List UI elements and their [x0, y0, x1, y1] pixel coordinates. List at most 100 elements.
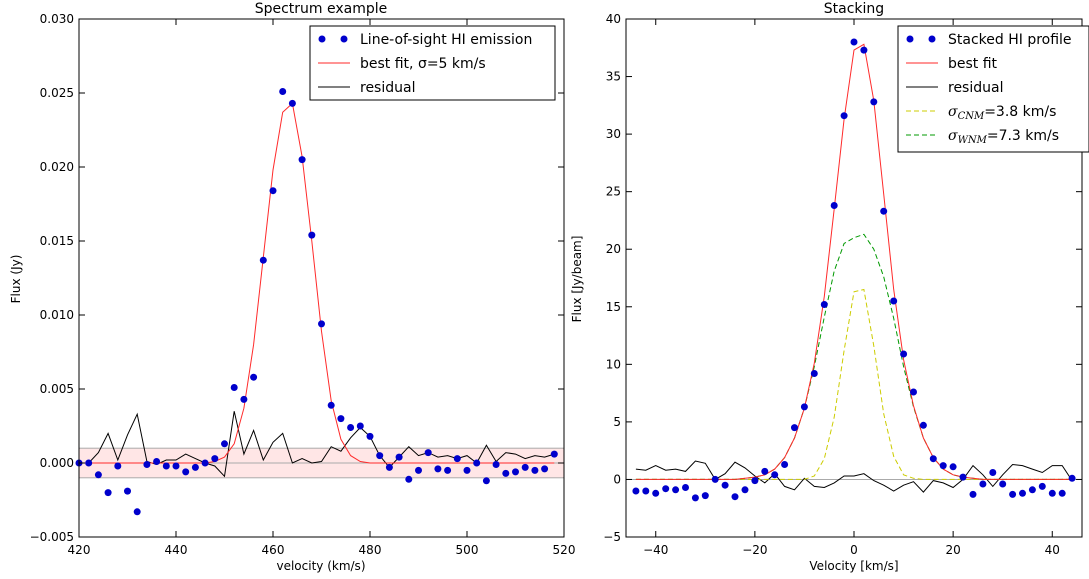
right-data-point	[662, 485, 670, 493]
left-data-point	[492, 461, 500, 468]
right-data-point	[652, 489, 660, 497]
right-data-point	[969, 490, 977, 498]
left-data-point	[269, 187, 277, 195]
right-data-point	[830, 202, 838, 209]
left-legend-marker	[340, 35, 348, 43]
left-y-tick-label: 0.010	[40, 308, 74, 322]
right-series-cnm-line	[635, 288, 1073, 480]
left-data-point	[337, 415, 345, 423]
left-data-point	[250, 373, 258, 381]
right-x-tick-label: 20	[945, 543, 960, 557]
left-data-point	[133, 508, 141, 516]
right-data-point	[860, 46, 868, 54]
right-y-tick-label: 25	[606, 185, 621, 199]
right-data-point	[761, 467, 769, 475]
right-legend-marker	[906, 35, 914, 43]
left-data-point	[473, 459, 481, 467]
right-series-residual-line	[635, 460, 1073, 493]
left-data-point	[347, 424, 355, 431]
left-data-point	[114, 462, 122, 470]
left-y-axis-label: Flux (Jy)	[9, 255, 23, 304]
left-y-tick-label: 0.020	[40, 160, 74, 174]
left-data-point	[376, 452, 384, 460]
right-legend-marker	[928, 35, 936, 43]
left-x-tick-label: 460	[262, 543, 285, 557]
right-data-point	[1019, 489, 1026, 497]
left-data-point	[434, 465, 442, 473]
left-data-point	[424, 449, 432, 457]
left-legend-label: Line-of-sight HI emission	[360, 32, 532, 48]
left-data-point	[366, 432, 374, 440]
right-data-point	[672, 486, 680, 494]
right-data-point	[989, 469, 997, 476]
left-y-tick-label: 0.000	[40, 456, 74, 470]
left-data-point	[172, 462, 180, 470]
left-data-point	[512, 468, 519, 476]
left-data-point	[298, 156, 306, 164]
left-legend-box	[309, 25, 556, 101]
right-data-point	[910, 388, 917, 396]
right-data-point	[691, 494, 699, 502]
left-legend-label: best fit, σ=5 km/s	[360, 56, 486, 72]
left-data-point	[395, 453, 403, 461]
left-data-point	[191, 463, 199, 471]
right-y-tick-label: 10	[606, 357, 621, 371]
left-data-point	[318, 320, 325, 328]
right-data-point	[1009, 490, 1017, 498]
right-data-point	[1038, 482, 1046, 490]
left-x-tick-label: 440	[165, 543, 188, 557]
right-x-axis-label: Velocity [km/s]	[809, 559, 898, 573]
left-data-point	[356, 422, 364, 430]
left-data-point	[211, 455, 219, 463]
left-plot-frame	[78, 18, 565, 538]
right-data-point	[771, 471, 779, 479]
right-data-point	[701, 492, 709, 500]
right-y-tick-label: 20	[606, 242, 621, 256]
left-data-point	[230, 384, 238, 391]
right-data-point	[642, 487, 650, 495]
right-data-point	[979, 480, 987, 488]
right-data-point	[1068, 474, 1076, 482]
right-y-tick-label: 0	[613, 472, 621, 486]
left-x-tick-label: 420	[68, 543, 91, 557]
left-x-tick-label: 500	[456, 543, 479, 557]
right-legend-label: residual	[948, 80, 1003, 96]
right-legend-box	[897, 25, 1089, 153]
left-data-point	[405, 475, 413, 483]
right-legend-label: σCNM=3.8 km/s	[948, 104, 1056, 122]
left-y-tick-label: 0.025	[40, 86, 74, 100]
right-panel-stacking: Stacking Velocity [km/s] Flux [Jy/beam] …	[570, 1, 1089, 573]
left-data-point	[221, 440, 228, 448]
right-data-point	[1048, 489, 1056, 497]
left-data-point	[143, 461, 151, 468]
left-legend-marker	[318, 35, 326, 43]
left-data-point	[385, 463, 393, 471]
left-data-point	[415, 466, 422, 474]
right-y-tick-label: 30	[606, 127, 621, 141]
left-series-best-fit-km-s-line	[79, 102, 555, 464]
left-x-tick-label: 480	[359, 543, 382, 557]
right-data-point	[890, 297, 898, 305]
right-data-point	[999, 480, 1007, 488]
right-legend-label: best fit	[948, 56, 998, 72]
right-y-tick-label: −5	[603, 530, 621, 544]
right-data-point	[919, 421, 927, 429]
right-data-point	[800, 403, 808, 411]
right-data-point	[820, 301, 828, 308]
right-data-point	[929, 455, 937, 463]
left-data-point	[94, 471, 102, 479]
right-data-point	[850, 38, 858, 46]
left-x-axis-label: velocity (km/s)	[276, 559, 365, 573]
right-data-point	[731, 493, 739, 501]
right-data-point	[781, 461, 789, 468]
right-data-point	[791, 424, 798, 432]
right-data-point	[840, 112, 848, 120]
right-x-tick-label: 40	[1045, 543, 1060, 557]
right-data-point	[711, 475, 719, 483]
left-data-point	[182, 468, 190, 476]
right-data-point	[1028, 486, 1036, 494]
right-legend-label: Stacked HI profile	[948, 32, 1072, 48]
right-y-tick-label: 5	[613, 415, 621, 429]
left-chart-title: Spectrum example	[255, 1, 388, 17]
